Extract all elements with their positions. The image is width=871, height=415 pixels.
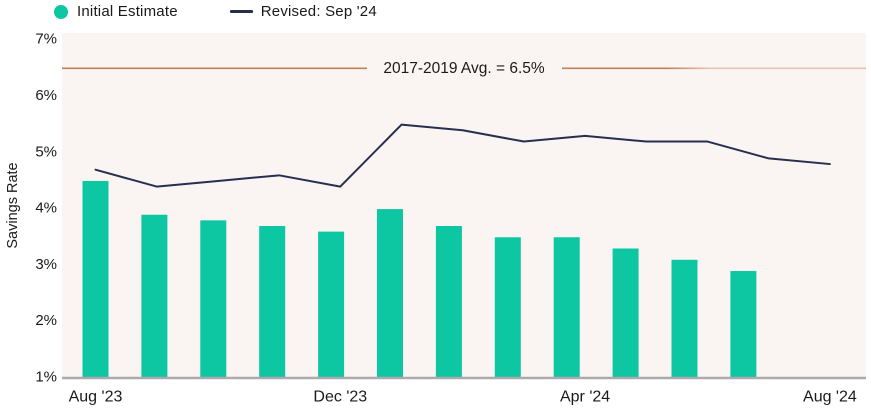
bar-jun--24 bbox=[671, 259, 698, 379]
legend-line-icon bbox=[229, 10, 253, 13]
y-tick-label-2: 2% bbox=[35, 312, 57, 329]
bar-jul--24 bbox=[730, 271, 757, 379]
legend-dot-icon bbox=[54, 4, 68, 19]
y-tick-label-6: 6% bbox=[35, 87, 57, 104]
y-tick-label-4: 4% bbox=[35, 200, 57, 217]
legend-item-initial-estimate: Initial Estimate bbox=[54, 3, 178, 20]
revised-line-series bbox=[94, 123, 831, 188]
legend-label-initial-estimate: Initial Estimate bbox=[77, 3, 178, 20]
y-tick-label-7: 7% bbox=[35, 31, 57, 48]
x-tick-label-aug--24: Aug '24 bbox=[803, 389, 857, 406]
avg-annotation-label: 2017-2019 Avg. = 6.5% bbox=[383, 60, 545, 77]
y-axis-title: Savings Rate bbox=[5, 162, 21, 248]
bar-mar--24 bbox=[494, 237, 521, 379]
bar-aug--23 bbox=[82, 180, 109, 379]
legend-item-revised: Revised: Sep '24 bbox=[229, 3, 377, 20]
bar-feb--24 bbox=[435, 225, 462, 379]
x-tick-label-dec--23: Dec '23 bbox=[313, 389, 367, 406]
y-tick-label-1: 1% bbox=[35, 369, 57, 386]
x-tick-label-aug--23: Aug '23 bbox=[69, 389, 123, 406]
x-tick-label-apr--24: Apr '24 bbox=[560, 389, 610, 406]
bar-jan--24 bbox=[377, 209, 403, 379]
legend-label-revised: Revised: Sep '24 bbox=[260, 3, 377, 20]
bar-may--24 bbox=[612, 248, 639, 379]
bar-apr--24 bbox=[553, 237, 580, 379]
bar-nov--23 bbox=[259, 225, 286, 379]
y-tick-label-3: 3% bbox=[35, 256, 57, 273]
bar-oct--23 bbox=[200, 220, 227, 379]
bar-sep--23 bbox=[141, 214, 168, 379]
bar-dec--23 bbox=[318, 231, 345, 379]
chart-legend: Initial Estimate Revised: Sep '24 bbox=[54, 3, 377, 20]
y-tick-label-5: 5% bbox=[35, 143, 57, 160]
